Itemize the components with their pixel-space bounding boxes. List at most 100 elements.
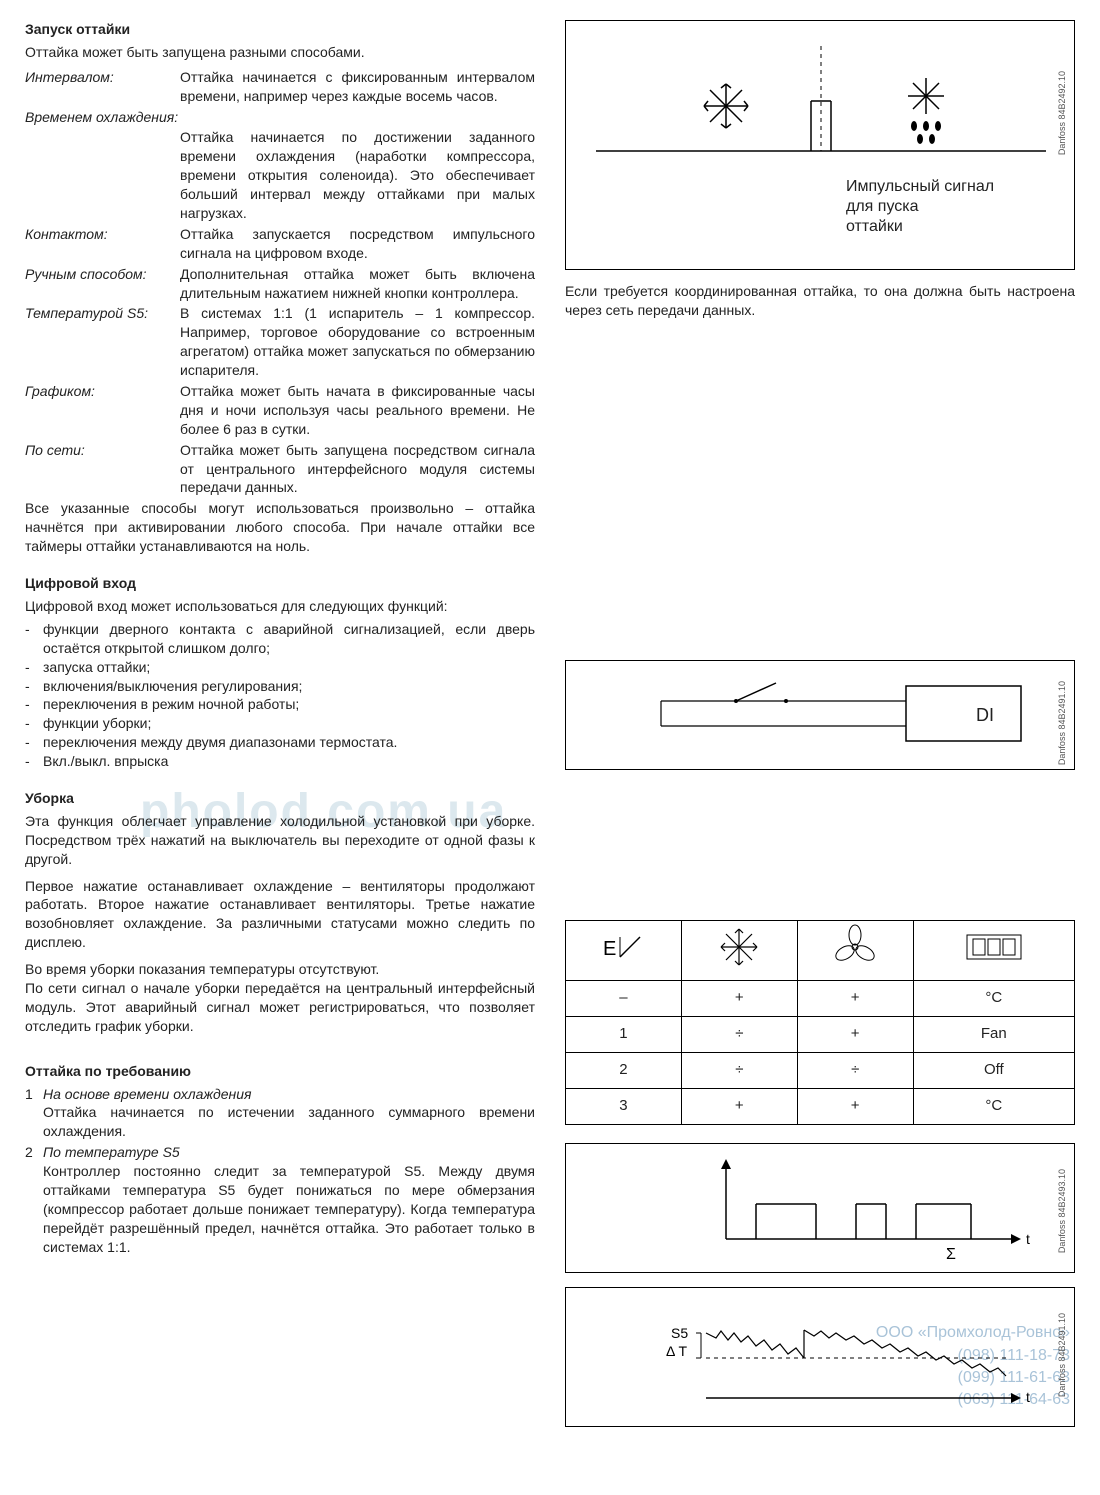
svg-text:Импульсный сигнал: Импульсный сигнал (846, 178, 994, 195)
header-snowflake-icon (681, 920, 797, 980)
bullet-text: запуска оттайки; (43, 658, 150, 677)
bullet-item: -включения/выключения регулирования; (25, 677, 535, 696)
method-label: Интервалом: (25, 68, 180, 106)
figure-code: Danfoss 84B2493.10 (1056, 1169, 1068, 1253)
method-label: Временем охлаждения: (25, 108, 180, 127)
numbered-item: 1 На основе времени охлаждения Оттайка н… (25, 1085, 535, 1142)
bullet-item: -функции уборки; (25, 714, 535, 733)
svg-text:оттайки: оттайки (846, 218, 903, 235)
cell: ÷ (797, 1052, 913, 1088)
method-label: По сети: (25, 441, 180, 498)
cell: ÷ (681, 1052, 797, 1088)
figure-digital-input: DI Danfoss 84B2491.10 (565, 660, 1075, 770)
section-title: Цифровой вход (25, 574, 535, 593)
method-row: Графиком: Оттайка может быть начата в фи… (25, 382, 535, 439)
header-fan-icon (797, 920, 913, 980)
method-text: Дополнительная оттайка может быть включе… (180, 265, 535, 303)
table-row: 1 ÷ + Fan (566, 1016, 1075, 1052)
bullet-text: Вкл./выкл. впрыска (43, 752, 168, 771)
item-text: Контроллер постоянно следит за температу… (43, 1162, 535, 1256)
method-label (25, 128, 180, 222)
numbered-item: 2 По температуре S5 Контроллер постоянно… (25, 1143, 535, 1256)
method-label: Контактом: (25, 225, 180, 263)
figure-code: Danfoss 84B2491.10 (1056, 681, 1068, 765)
header-display-icon (913, 920, 1074, 980)
item-subtitle: По температуре S5 (43, 1143, 535, 1162)
bullet-text: переключения в режим ночной работы; (43, 695, 299, 714)
page-two-column: Запуск оттайки Оттайка может быть запуще… (25, 20, 1075, 1427)
fig1-caption-text: Если требуется координированная оттайка,… (565, 282, 1075, 320)
figure-impulse-signal: Импульсный сигнал для пуска оттайки Danf… (565, 20, 1075, 270)
method-row: Интервалом: Оттайка начинается с фиксиро… (25, 68, 535, 106)
method-text: Оттайка может быть запущена посредством … (180, 441, 535, 498)
method-label: Температурой S5: (25, 304, 180, 380)
figure-cooling-time: Σ t Danfoss 84B2493.10 (565, 1143, 1075, 1273)
bullet-item: -функции дверного контакта с аварийной с… (25, 620, 535, 658)
cell: °C (913, 980, 1074, 1016)
cell: 2 (566, 1052, 682, 1088)
item-number: 1 (25, 1085, 43, 1142)
table-row: – + + °C (566, 980, 1075, 1016)
para: Эта функция облегчает управление холодил… (25, 812, 535, 869)
cell: Fan (913, 1016, 1074, 1052)
cell: + (797, 1088, 913, 1124)
figure-s5-temperature: t S5 Δ T Danfoss 84B2491.10 (565, 1287, 1075, 1427)
section-digital-input: Цифровой вход Цифровой вход может исполь… (25, 574, 535, 771)
method-text: Оттайка начинается с фиксированным интер… (180, 68, 535, 106)
cell: 1 (566, 1016, 682, 1052)
section-cleaning: Уборка Эта функция облегчает управление … (25, 789, 535, 1036)
cell: + (681, 980, 797, 1016)
method-row: Контактом: Оттайка запускается посредств… (25, 225, 535, 263)
s5-diagram: t S5 Δ T (576, 1298, 1066, 1418)
item-subtitle: На основе времени охлаждения (43, 1085, 535, 1104)
section-defrost-on-demand: Оттайка по требованию 1 На основе времен… (25, 1062, 535, 1257)
cell: °C (913, 1088, 1074, 1124)
cell: ÷ (681, 1016, 797, 1052)
item-text: Оттайка начинается по истечении заданног… (43, 1103, 535, 1141)
cell: + (681, 1088, 797, 1124)
figure-code: Danfoss 84B2492.10 (1056, 71, 1068, 155)
cell: + (797, 1016, 913, 1052)
header-switch-icon: E (566, 920, 682, 980)
impulse-diagram: Импульсный сигнал для пуска оттайки (576, 31, 1066, 261)
method-text: Оттайка может быть начата в фиксированны… (180, 382, 535, 439)
method-text: Оттайка запускается посредством импульсн… (180, 225, 535, 263)
para: По сети сигнал о начале уборки передаётс… (25, 979, 535, 1036)
para: Первое нажатие останавливает охлаждение … (25, 877, 535, 953)
di-diagram: DI (576, 671, 1066, 761)
section-title: Оттайка по требованию (25, 1062, 535, 1081)
svg-text:Σ: Σ (946, 1246, 956, 1263)
svg-text:S5: S5 (671, 1325, 688, 1341)
left-column: Запуск оттайки Оттайка может быть запуще… (25, 20, 535, 1427)
cell: – (566, 980, 682, 1016)
method-label: Ручным способом: (25, 265, 180, 303)
bullet-text: функции уборки; (43, 714, 151, 733)
cell: + (797, 980, 913, 1016)
svg-text:Δ T: Δ T (666, 1343, 687, 1359)
right-column: Импульсный сигнал для пуска оттайки Danf… (565, 20, 1075, 1427)
method-row: Оттайка начинается по достижении заданно… (25, 128, 535, 222)
method-text: Оттайка начинается по достижении заданно… (180, 128, 535, 222)
section-defrost-start: Запуск оттайки Оттайка может быть запуще… (25, 20, 535, 556)
bullet-list: -функции дверного контакта с аварийной с… (25, 620, 535, 771)
section-title: Запуск оттайки (25, 20, 535, 39)
svg-text:t: t (1026, 1231, 1030, 1247)
closing-para: Все указанные способы могут использовать… (25, 499, 535, 556)
svg-text:t: t (1026, 1389, 1030, 1405)
cell: Off (913, 1052, 1074, 1088)
method-row: Временем охлаждения: (25, 108, 535, 127)
bullet-item: -переключения между двумя диапазонами те… (25, 733, 535, 752)
para: Во время уборки показания температуры от… (25, 960, 535, 979)
svg-text:DI: DI (976, 705, 994, 725)
table-row: E (566, 920, 1075, 980)
table-row: 2 ÷ ÷ Off (566, 1052, 1075, 1088)
bullet-item: -Вкл./выкл. впрыска (25, 752, 535, 771)
bullet-text: функции дверного контакта с аварийной си… (43, 620, 535, 658)
method-text: В системах 1:1 (1 испаритель – 1 компрес… (180, 304, 535, 380)
method-row: По сети: Оттайка может быть запущена пос… (25, 441, 535, 498)
bullet-text: включения/выключения регулирования; (43, 677, 302, 696)
bullet-item: -запуска оттайки; (25, 658, 535, 677)
bullet-item: -переключения в режим ночной работы; (25, 695, 535, 714)
sigma-diagram: Σ t (576, 1154, 1066, 1264)
cleaning-phase-table: E – + + °C 1 ÷ + (565, 920, 1075, 1125)
